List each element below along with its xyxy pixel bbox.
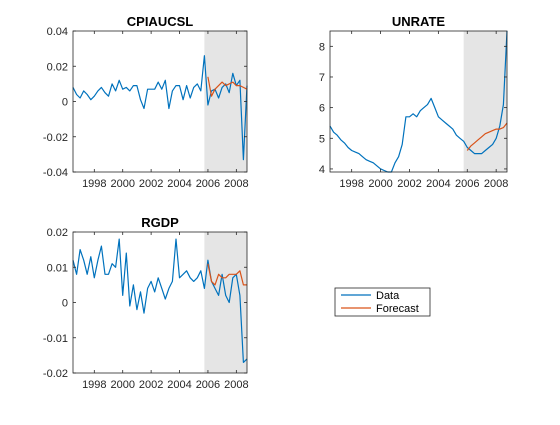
x-tick-label: 2002 bbox=[139, 178, 163, 190]
chart-panel-cpiaucsl: 1998 2000 2002 2004 2006 2008 -0.04 -0.02 0 0.02 0… bbox=[43, 14, 249, 190]
x-tick-label: 2004 bbox=[426, 178, 450, 190]
series-line-data bbox=[329, 30, 508, 173]
x-tick-label: 2006 bbox=[455, 178, 479, 190]
legend-data-label: Data bbox=[376, 290, 400, 302]
y-tick-label: 6 bbox=[319, 103, 325, 115]
x-tick-label: 2008 bbox=[224, 178, 248, 190]
series-line-data bbox=[72, 55, 248, 161]
series-line-forecast bbox=[207, 263, 247, 286]
y-tick-label: 8 bbox=[319, 41, 325, 53]
x-tick-label: 1998 bbox=[82, 178, 106, 190]
y-tick-label: 0 bbox=[62, 97, 68, 109]
series-line-forecast bbox=[466, 122, 508, 151]
x-tick-label: 2008 bbox=[484, 178, 508, 190]
forecast-shade bbox=[463, 31, 507, 172]
legend-box bbox=[334, 287, 431, 317]
chart-title: RGDP bbox=[141, 215, 179, 230]
y-tick-label: 4 bbox=[319, 164, 325, 176]
chart-panel-unrate: 1998 2000 2002 2004 2006 2008 4 5 6 7 8 UNRATE bbox=[319, 14, 509, 190]
y-tick-label: -0.01 bbox=[43, 333, 68, 345]
x-tick-label: 2006 bbox=[196, 178, 220, 190]
x-tick-label: 2002 bbox=[139, 379, 163, 391]
legend: Data Forecast bbox=[334, 287, 431, 317]
y-tick-label: -0.04 bbox=[43, 167, 68, 179]
y-tick-label: 0 bbox=[62, 298, 68, 310]
chart-panel-rgdp: 1998 2000 2002 2004 2006 2008 -0.02 -0.01 0 0.01 0… bbox=[43, 215, 249, 391]
x-tick-label: 2004 bbox=[167, 379, 191, 391]
series-line-forecast bbox=[207, 76, 248, 97]
x-tick-label: 2004 bbox=[167, 178, 191, 190]
y-tick-label: 7 bbox=[319, 72, 325, 84]
chart-title: CPIAUCSL bbox=[127, 14, 194, 29]
x-tick-label: 1998 bbox=[82, 379, 106, 391]
x-tick-label: 2000 bbox=[110, 379, 134, 391]
y-tick-label: -0.02 bbox=[43, 132, 68, 144]
legend-forecast-label: Forecast bbox=[376, 303, 419, 315]
y-tick-label: 5 bbox=[319, 133, 325, 145]
x-tick-label: 2006 bbox=[196, 379, 220, 391]
y-tick-label: 0.01 bbox=[47, 262, 68, 274]
x-tick-label: 2008 bbox=[224, 379, 248, 391]
chart-title: UNRATE bbox=[392, 14, 446, 29]
y-tick-label: -0.02 bbox=[43, 368, 68, 380]
axes-box bbox=[329, 30, 508, 173]
y-tick-label: 0.02 bbox=[47, 61, 68, 73]
x-tick-label: 2002 bbox=[397, 178, 421, 190]
x-tick-label: 2000 bbox=[368, 178, 392, 190]
forecast-shade bbox=[204, 31, 247, 172]
y-tick-label: 0.02 bbox=[47, 227, 68, 239]
series-line-data bbox=[72, 238, 248, 363]
y-tick-label: 0.04 bbox=[47, 26, 68, 38]
x-tick-label: 2000 bbox=[110, 178, 134, 190]
x-tick-label: 1998 bbox=[339, 178, 363, 190]
